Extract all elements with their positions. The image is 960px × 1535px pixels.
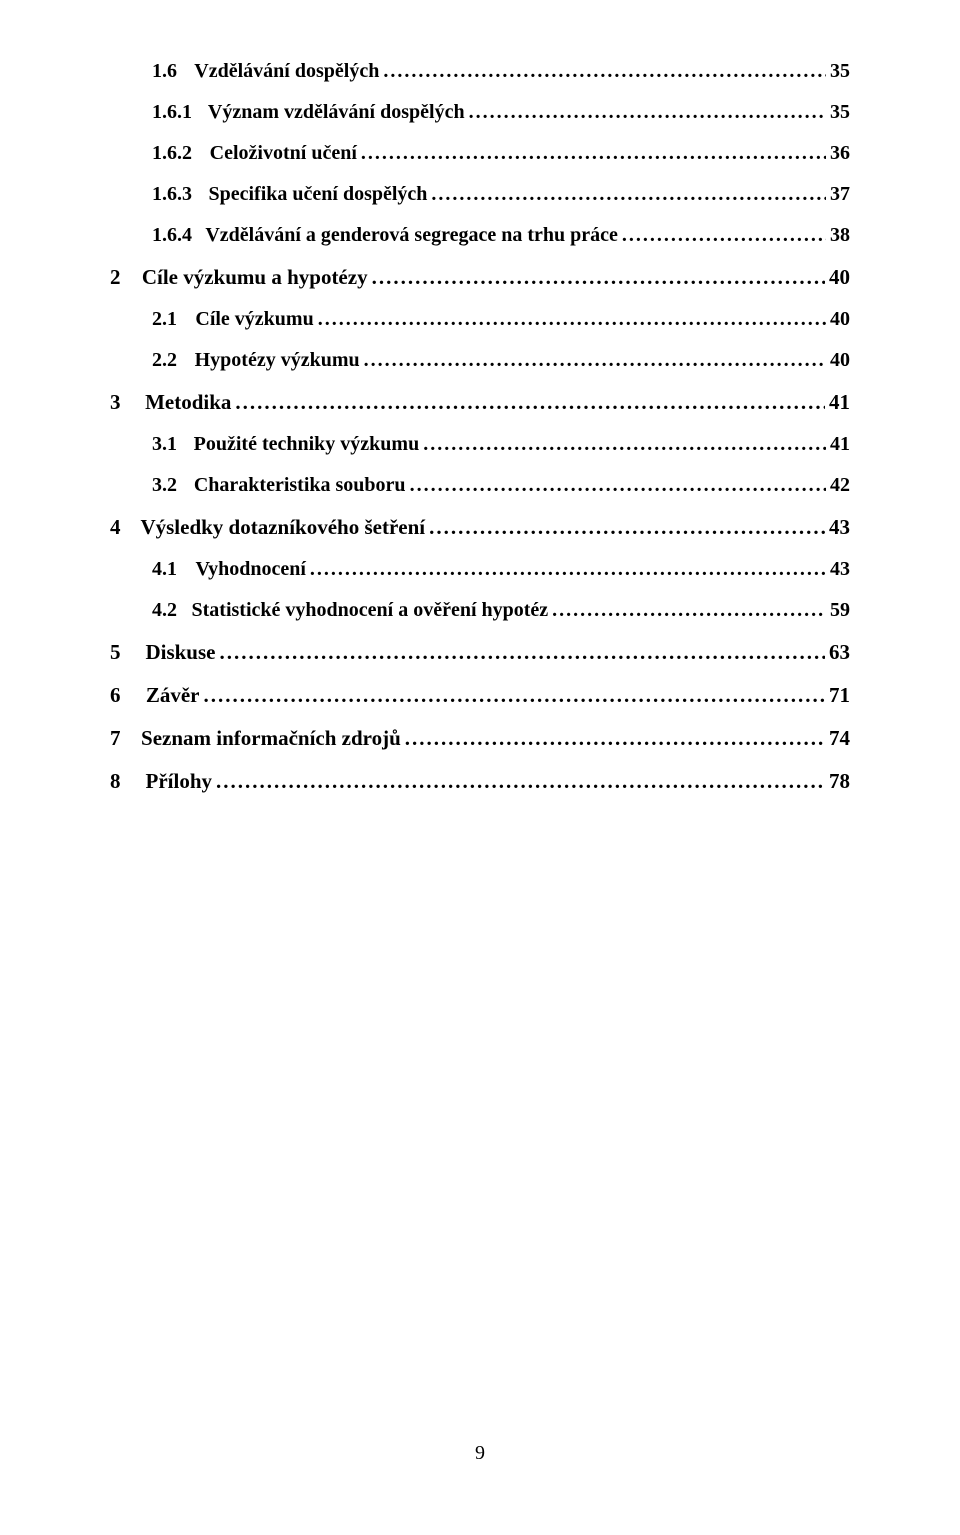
toc-entry-number: 1.6	[152, 60, 177, 83]
toc-entry-page: 40	[829, 265, 850, 290]
toc-entry-page: 78	[829, 769, 850, 794]
toc-entry: 4 Výsledky dotazníkového šetření 43	[110, 515, 850, 540]
toc-entry-page: 35	[830, 101, 850, 124]
toc-leader-dots	[235, 390, 825, 415]
toc-entry-number: 1.6.3	[152, 183, 192, 206]
toc-entry-number: 1.6.1	[152, 101, 192, 124]
toc-entry-title: Celoživotní učení	[210, 142, 357, 165]
toc-entry-page: 35	[830, 60, 850, 83]
toc-entry-title: Diskuse	[145, 640, 215, 665]
toc-entry: 1.6 Vzdělávání dospělých 35	[110, 60, 850, 83]
toc-entry: 3 Metodika 41	[110, 390, 850, 415]
toc-leader-dots	[372, 265, 825, 290]
toc-entry-page: 40	[830, 308, 850, 331]
toc-entry-number: 4.1	[152, 558, 177, 581]
toc-leader-dots	[216, 769, 825, 794]
toc-entry: 3.2 Charakteristika souboru 42	[110, 474, 850, 497]
footer-page-number: 9	[0, 1442, 960, 1465]
toc-entry: 1.6.3 Specifika učení dospělých 37	[110, 183, 850, 206]
toc-entry-page: 43	[830, 558, 850, 581]
toc-entry: 5 Diskuse 63	[110, 640, 850, 665]
toc-entry-number: 3	[110, 390, 121, 415]
toc-entry: 3.1 Použité techniky výzkumu 41	[110, 433, 850, 456]
toc-entry-page: 38	[830, 224, 850, 247]
toc-entry-number: 3.2	[152, 474, 177, 497]
toc-entry-number: 1.6.4	[152, 224, 192, 247]
toc-entry-number: 6	[110, 683, 121, 708]
toc-entry-title: Použité techniky výzkumu	[194, 433, 420, 456]
toc-entry-page: 42	[830, 474, 850, 497]
toc-entry-page: 74	[829, 726, 850, 751]
toc-entry-number: 5	[110, 640, 121, 665]
toc-entry-page: 41	[829, 390, 850, 415]
toc-entry-title: Metodika	[145, 390, 231, 415]
toc-entry-title: Charakteristika souboru	[194, 474, 406, 497]
toc-entry-title: Specifika učení dospělých	[209, 183, 428, 206]
toc-entry: 7 Seznam informačních zdrojů 74	[110, 726, 850, 751]
toc-leader-dots	[361, 142, 826, 165]
toc-leader-dots	[310, 558, 826, 581]
toc-entry: 1.6.1 Význam vzdělávání dospělých 35	[110, 101, 850, 124]
toc-leader-dots	[383, 60, 826, 83]
toc-entry-title: Vzdělávání a genderová segregace na trhu…	[205, 224, 618, 247]
toc-leader-dots	[552, 599, 826, 622]
toc-entry-title: Cíle výzkumu a hypotézy	[142, 265, 368, 290]
toc-entry-title: Výsledky dotazníkového šetření	[140, 515, 425, 540]
toc-entry-number: 2	[110, 265, 121, 290]
toc-entry-page: 37	[830, 183, 850, 206]
toc-entry-title: Hypotézy výzkumu	[195, 349, 360, 372]
toc-entry: 6 Závěr 71	[110, 683, 850, 708]
toc-entry-number: 2.2	[152, 349, 177, 372]
toc-entry-title: Vyhodnocení	[196, 558, 306, 581]
toc-entry: 4.1 Vyhodnocení 43	[110, 558, 850, 581]
toc-entry-number: 4	[110, 515, 121, 540]
toc-entry-title: Vzdělávání dospělých	[194, 60, 379, 83]
toc-leader-dots	[429, 515, 825, 540]
toc-leader-dots	[219, 640, 825, 665]
toc-entry-number: 3.1	[152, 433, 177, 456]
toc-entry-page: 59	[830, 599, 850, 622]
toc-entry: 2.2 Hypotézy výzkumu 40	[110, 349, 850, 372]
toc-entry-title: Význam vzdělávání dospělých	[208, 101, 465, 124]
toc-leader-dots	[410, 474, 826, 497]
toc-entry: 2.1 Cíle výzkumu 40	[110, 308, 850, 331]
table-of-contents: 1.6Vzdělávání dospělých351.6.1Význam vzd…	[110, 60, 850, 794]
toc-entry-title: Cíle výzkumu	[195, 308, 313, 331]
toc-leader-dots	[364, 349, 826, 372]
toc-entry-title: Závěr	[146, 683, 200, 708]
toc-entry: 1.6.2 Celoživotní učení 36	[110, 142, 850, 165]
toc-entry-number: 8	[110, 769, 121, 794]
toc-leader-dots	[423, 433, 826, 456]
toc-leader-dots	[405, 726, 825, 751]
toc-entry-page: 43	[829, 515, 850, 540]
toc-leader-dots	[204, 683, 826, 708]
toc-entry-title: Seznam informačních zdrojů	[141, 726, 401, 751]
toc-entry-page: 41	[830, 433, 850, 456]
toc-entry: 2 Cíle výzkumu a hypotézy 40	[110, 265, 850, 290]
toc-entry-number: 2.1	[152, 308, 177, 331]
toc-leader-dots	[469, 101, 826, 124]
toc-entry-page: 63	[829, 640, 850, 665]
toc-entry-number: 7	[110, 726, 121, 751]
toc-leader-dots	[622, 224, 826, 247]
toc-entry-number: 4.2	[152, 599, 177, 622]
toc-entry-page: 36	[830, 142, 850, 165]
toc-entry-title: Přílohy	[146, 769, 213, 794]
toc-entry: 1.6.4 Vzdělávání a genderová segregace na…	[110, 224, 850, 247]
toc-entry-number: 1.6.2	[152, 142, 192, 165]
toc-leader-dots	[318, 308, 826, 331]
toc-entry: 4.2 Statistické vyhodnocení a ověření hyp…	[110, 599, 850, 622]
toc-entry-page: 71	[829, 683, 850, 708]
toc-entry: 8 Přílohy 78	[110, 769, 850, 794]
toc-leader-dots	[431, 183, 826, 206]
toc-entry-title: Statistické vyhodnocení a ověření hypoté…	[192, 599, 549, 622]
document-page: 1.6Vzdělávání dospělých351.6.1Význam vzd…	[0, 0, 960, 1535]
toc-entry-page: 40	[830, 349, 850, 372]
